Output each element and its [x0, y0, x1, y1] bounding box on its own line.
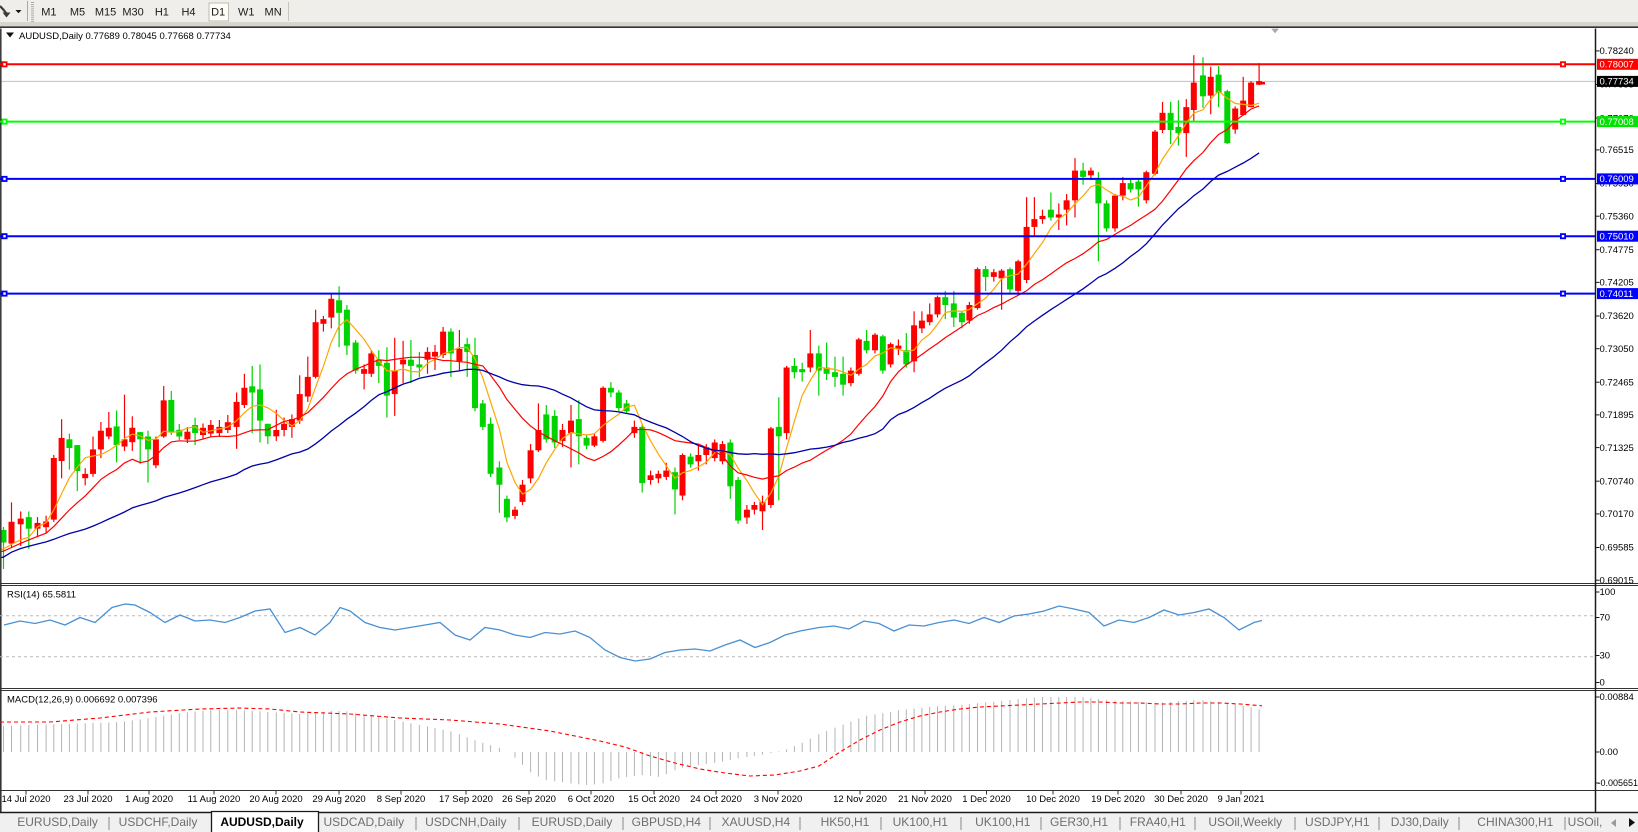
svg-text:0: 0 — [1600, 678, 1605, 689]
svg-text:19 Dec 2020: 19 Dec 2020 — [1091, 794, 1145, 805]
svg-text:M5: M5 — [70, 7, 85, 19]
svg-text:RSI(14) 65.5811: RSI(14) 65.5811 — [7, 590, 76, 601]
svg-text:70: 70 — [1600, 613, 1611, 624]
svg-text:14 Jul 2020: 14 Jul 2020 — [1, 794, 50, 805]
svg-text:26 Sep 2020: 26 Sep 2020 — [502, 794, 556, 805]
svg-text:H1: H1 — [155, 7, 169, 19]
svg-text:0.75360: 0.75360 — [1600, 211, 1634, 222]
svg-text:23 Jul 2020: 23 Jul 2020 — [63, 794, 112, 805]
svg-text:0.70170: 0.70170 — [1600, 509, 1634, 520]
svg-text:30: 30 — [1600, 651, 1611, 662]
svg-text:USOil,Weekly: USOil,Weekly — [1208, 815, 1282, 829]
svg-text:0.73050: 0.73050 — [1600, 344, 1634, 355]
svg-text:29 Aug 2020: 29 Aug 2020 — [312, 794, 365, 805]
svg-text:3 Nov 2020: 3 Nov 2020 — [754, 794, 803, 805]
svg-text:0.77734: 0.77734 — [1600, 77, 1634, 88]
svg-text:1 Aug 2020: 1 Aug 2020 — [125, 794, 173, 805]
svg-text:HK50,H1: HK50,H1 — [821, 815, 870, 829]
svg-text:UK100,H1: UK100,H1 — [893, 815, 949, 829]
svg-text:USDCNH,Daily: USDCNH,Daily — [425, 815, 506, 829]
svg-text:UK100,H1: UK100,H1 — [975, 815, 1031, 829]
svg-text:6 Oct 2020: 6 Oct 2020 — [568, 794, 614, 805]
svg-text:EURUSD,Daily: EURUSD,Daily — [532, 815, 613, 829]
svg-text:0.73620: 0.73620 — [1600, 311, 1634, 322]
svg-text:0.76515: 0.76515 — [1600, 145, 1634, 156]
svg-text:MACD(12,26,9) 0.006692 0.00739: MACD(12,26,9) 0.006692 0.007396 — [7, 695, 158, 706]
svg-text:AUDUSD,Daily 0.77689 0.78045: AUDUSD,Daily 0.77689 0.78045 0.77668 0.7… — [19, 31, 231, 42]
svg-text:0.00884: 0.00884 — [1600, 692, 1634, 703]
svg-text:0.74011: 0.74011 — [1600, 289, 1634, 300]
svg-text:0.77008: 0.77008 — [1600, 117, 1634, 128]
svg-text:0.78240: 0.78240 — [1600, 46, 1634, 57]
svg-text:21 Nov 2020: 21 Nov 2020 — [898, 794, 952, 805]
svg-text:0.71325: 0.71325 — [1600, 443, 1634, 454]
svg-text:0.78007: 0.78007 — [1600, 60, 1634, 71]
svg-text:0.72465: 0.72465 — [1600, 377, 1634, 388]
svg-text:M1: M1 — [41, 7, 56, 19]
svg-text:10 Dec 2020: 10 Dec 2020 — [1026, 794, 1080, 805]
svg-text:0.74205: 0.74205 — [1600, 278, 1634, 289]
svg-text:0.69585: 0.69585 — [1600, 543, 1634, 554]
svg-text:17 Sep 2020: 17 Sep 2020 — [439, 794, 493, 805]
svg-text:0.69015: 0.69015 — [1600, 575, 1634, 586]
svg-text:100: 100 — [1600, 587, 1616, 598]
svg-text:MN: MN — [265, 7, 282, 19]
svg-text:-0.005651: -0.005651 — [1598, 778, 1638, 788]
svg-text:DJ30,Daily: DJ30,Daily — [1391, 815, 1449, 829]
svg-text:1 Dec 2020: 1 Dec 2020 — [962, 794, 1011, 805]
svg-text:EURUSD,Daily: EURUSD,Daily — [17, 815, 98, 829]
svg-text:8 Sep 2020: 8 Sep 2020 — [377, 794, 426, 805]
svg-text:12 Nov 2020: 12 Nov 2020 — [833, 794, 887, 805]
svg-text:0.76009: 0.76009 — [1600, 174, 1634, 185]
svg-text:USOil,: USOil, — [1568, 815, 1603, 829]
svg-text:0.71895: 0.71895 — [1600, 410, 1634, 421]
svg-text:20 Aug 2020: 20 Aug 2020 — [249, 794, 302, 805]
svg-text:H4: H4 — [181, 7, 195, 19]
svg-text:GBPUSD,H4: GBPUSD,H4 — [632, 815, 702, 829]
svg-text:GER30,H1: GER30,H1 — [1050, 815, 1108, 829]
svg-text:USDCAD,Daily: USDCAD,Daily — [323, 815, 404, 829]
svg-text:0.70740: 0.70740 — [1600, 476, 1634, 487]
svg-text:FRA40,H1: FRA40,H1 — [1130, 815, 1186, 829]
svg-text:11 Aug 2020: 11 Aug 2020 — [188, 794, 241, 805]
svg-text:D1: D1 — [211, 7, 225, 19]
svg-text:9 Jan 2021: 9 Jan 2021 — [1217, 794, 1264, 805]
svg-text:0.75010: 0.75010 — [1600, 231, 1634, 242]
svg-text:0.74775: 0.74775 — [1600, 245, 1634, 256]
svg-text:USDCHF,Daily: USDCHF,Daily — [119, 815, 198, 829]
svg-text:CHINA300,H1: CHINA300,H1 — [1477, 815, 1553, 829]
svg-text:M15: M15 — [95, 7, 116, 19]
svg-text:24 Oct 2020: 24 Oct 2020 — [690, 794, 742, 805]
svg-text:XAUUSD,H4: XAUUSD,H4 — [721, 815, 790, 829]
svg-text:W1: W1 — [238, 7, 255, 19]
svg-text:USDJPY,H1: USDJPY,H1 — [1305, 815, 1370, 829]
svg-text:30 Dec 2020: 30 Dec 2020 — [1154, 794, 1208, 805]
svg-text:M30: M30 — [122, 7, 143, 19]
svg-text:AUDUSD,Daily: AUDUSD,Daily — [220, 815, 304, 829]
svg-text:0.00: 0.00 — [1600, 747, 1619, 758]
svg-text:15 Oct 2020: 15 Oct 2020 — [628, 794, 680, 805]
